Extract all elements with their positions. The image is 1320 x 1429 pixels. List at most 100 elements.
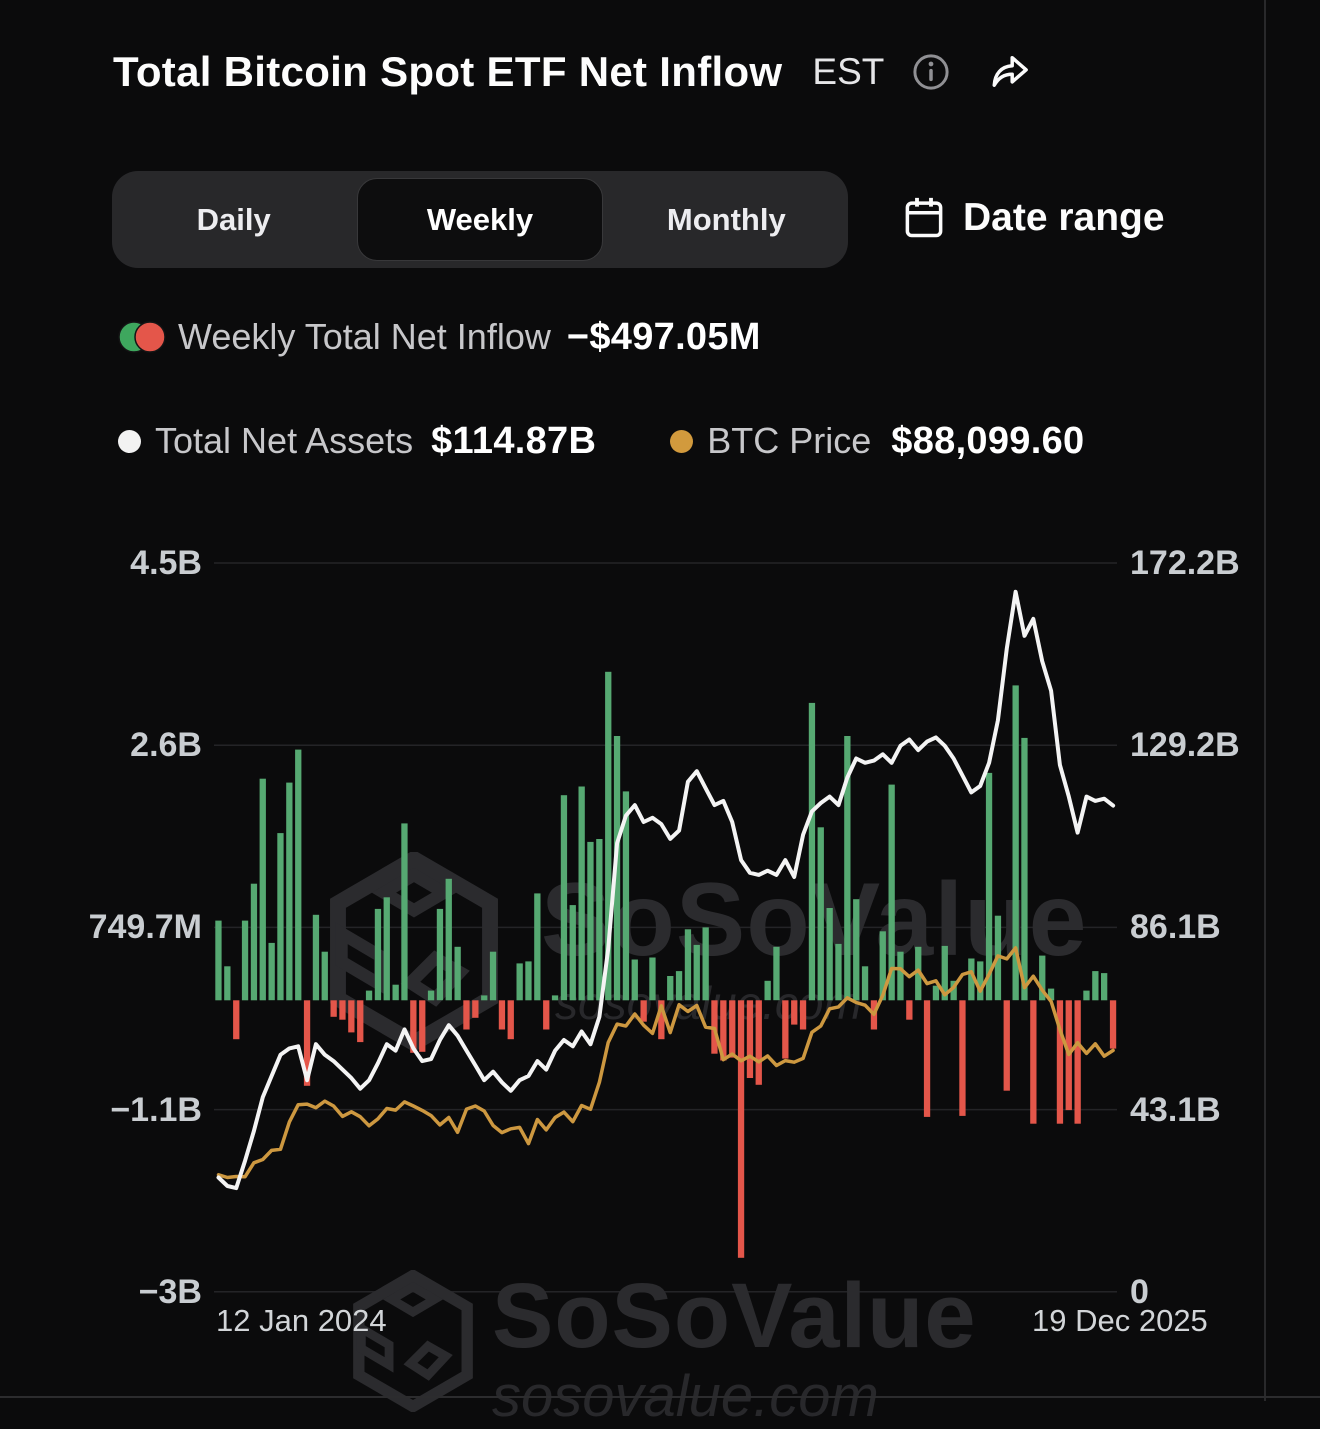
netflow-bar[interactable] [303, 1000, 311, 1086]
netflow-bar[interactable] [844, 736, 851, 1001]
netflow-bar[interactable] [392, 984, 399, 1001]
netflow-bar[interactable] [339, 1000, 346, 1020]
legend-assets-btc[interactable]: Total Net Assets $114.87B BTC Price $88,… [118, 418, 1084, 464]
netflow-bar[interactable] [720, 1000, 727, 1061]
netflow-bar[interactable] [472, 1000, 479, 1018]
netflow-bar[interactable] [782, 1000, 789, 1059]
netflow-bar[interactable] [693, 944, 700, 1001]
netflow-bar[interactable] [994, 915, 1002, 1001]
netflow-bar[interactable] [622, 791, 630, 1001]
date-range-button[interactable]: Date range [903, 194, 1165, 242]
tab-weekly[interactable]: Weekly [357, 178, 603, 261]
netflow-bar[interactable] [330, 1000, 337, 1017]
info-icon[interactable] [910, 51, 952, 93]
netflow-bar[interactable] [410, 1000, 417, 1053]
share-icon[interactable] [988, 50, 1032, 94]
netflow-bar[interactable] [799, 1000, 807, 1030]
netflow-bar[interactable] [543, 1000, 550, 1030]
netflow-bar[interactable] [454, 946, 461, 1001]
netflow-bar[interactable] [401, 823, 408, 1001]
netflow-bar[interactable] [427, 990, 435, 1001]
netflow-bar[interactable] [613, 736, 621, 1001]
netflow-bar[interactable] [764, 980, 771, 1001]
netflow-bar[interactable] [870, 1000, 878, 1030]
netflow-bar[interactable] [1109, 1000, 1117, 1049]
netflow-bar[interactable] [534, 893, 541, 1001]
netflow-bar[interactable] [268, 942, 275, 1001]
netflow-bar[interactable] [826, 908, 833, 1001]
netflow-bar[interactable] [295, 749, 302, 1001]
netflow-bar[interactable] [259, 778, 266, 1001]
netflow-bar[interactable] [658, 1000, 665, 1040]
netflow-bar[interactable] [791, 1000, 798, 1025]
netflow-bar[interactable] [1012, 685, 1019, 1001]
netflow-bar[interactable] [985, 772, 993, 1001]
netflow-bar[interactable] [215, 920, 222, 1001]
netflow-bar[interactable] [773, 946, 780, 1001]
netflow-bar[interactable] [1003, 1000, 1010, 1091]
netflow-bar[interactable] [817, 827, 824, 1001]
netflow-bar[interactable] [463, 1000, 470, 1030]
netflow-bar[interactable] [587, 841, 594, 1001]
netflow-bar[interactable] [950, 980, 957, 1001]
netflow-bar[interactable] [445, 878, 452, 1001]
tab-monthly[interactable]: Monthly [666, 201, 786, 237]
netflow-bar[interactable] [321, 951, 328, 1001]
netflow-bar[interactable] [737, 1000, 745, 1258]
netflow-bar[interactable] [968, 958, 975, 1001]
netflow-bar[interactable] [481, 995, 488, 1001]
netflow-bar[interactable] [702, 927, 709, 1001]
netflow-bar[interactable] [569, 905, 576, 1001]
netflow-bar[interactable] [286, 782, 293, 1001]
netflow-bar[interactable] [808, 702, 816, 1001]
netflow-bar[interactable] [959, 1000, 966, 1116]
netflow-bar[interactable] [357, 1000, 364, 1043]
netflow-bar[interactable] [516, 963, 523, 1001]
netflow-bar[interactable] [241, 920, 249, 1001]
netflow-bar[interactable] [250, 883, 258, 1001]
netflow-bar[interactable] [1039, 955, 1046, 1001]
netflow-bar[interactable] [631, 959, 638, 1001]
netflow-bar[interactable] [746, 1000, 754, 1078]
netflow-bar[interactable] [605, 671, 612, 1001]
netflow-bar[interactable] [419, 1000, 426, 1052]
netflow-bar[interactable] [915, 946, 922, 1001]
netflow-bar[interactable] [1101, 973, 1108, 1001]
netflow-bar[interactable] [897, 951, 904, 1001]
netflow-bar[interactable] [596, 839, 603, 1001]
netflow-bar[interactable] [551, 995, 559, 1001]
netflow-bar[interactable] [489, 951, 497, 1001]
netflow-bar[interactable] [755, 1000, 762, 1085]
netflow-bar[interactable] [233, 1000, 240, 1040]
netflow-bar[interactable] [853, 899, 860, 1001]
netflow-bar[interactable] [932, 985, 940, 1001]
netflow-bar[interactable] [835, 943, 842, 1001]
netflow-bar[interactable] [498, 1000, 506, 1030]
netflow-bar[interactable] [348, 1000, 355, 1033]
netflow-bar[interactable] [729, 1000, 736, 1058]
netflow-bar[interactable] [383, 897, 390, 1001]
netflow-bar[interactable] [560, 795, 568, 1001]
netflow-bar[interactable] [1074, 1000, 1081, 1124]
netflow-bar[interactable] [711, 1000, 718, 1054]
netflow-bar[interactable] [667, 976, 674, 1001]
scrollbar-track[interactable] [1264, 0, 1266, 1401]
netflow-bar[interactable] [507, 1000, 514, 1040]
netflow-bar[interactable] [675, 971, 683, 1001]
legend-net-inflow[interactable]: Weekly Total Net Inflow −$497.05M [118, 314, 761, 360]
netflow-bar[interactable] [879, 931, 886, 1001]
netflow-bar[interactable] [525, 961, 532, 1001]
netflow-bar[interactable] [1047, 988, 1055, 1001]
netflow-bar[interactable] [1021, 737, 1028, 1001]
netflow-bar[interactable] [436, 908, 444, 1001]
netflow-bar[interactable] [374, 908, 382, 1001]
netflow-bar[interactable] [923, 1000, 931, 1117]
netflow-bar[interactable] [1083, 990, 1090, 1001]
netflow-bar[interactable] [1056, 1000, 1064, 1124]
netflow-bar[interactable] [578, 786, 585, 1001]
netflow-bar[interactable] [224, 966, 231, 1001]
netflow-bar[interactable] [312, 914, 320, 1001]
tab-daily[interactable]: Daily [196, 201, 271, 237]
netflow-bar[interactable] [941, 945, 948, 1001]
netflow-bar[interactable] [649, 957, 656, 1001]
